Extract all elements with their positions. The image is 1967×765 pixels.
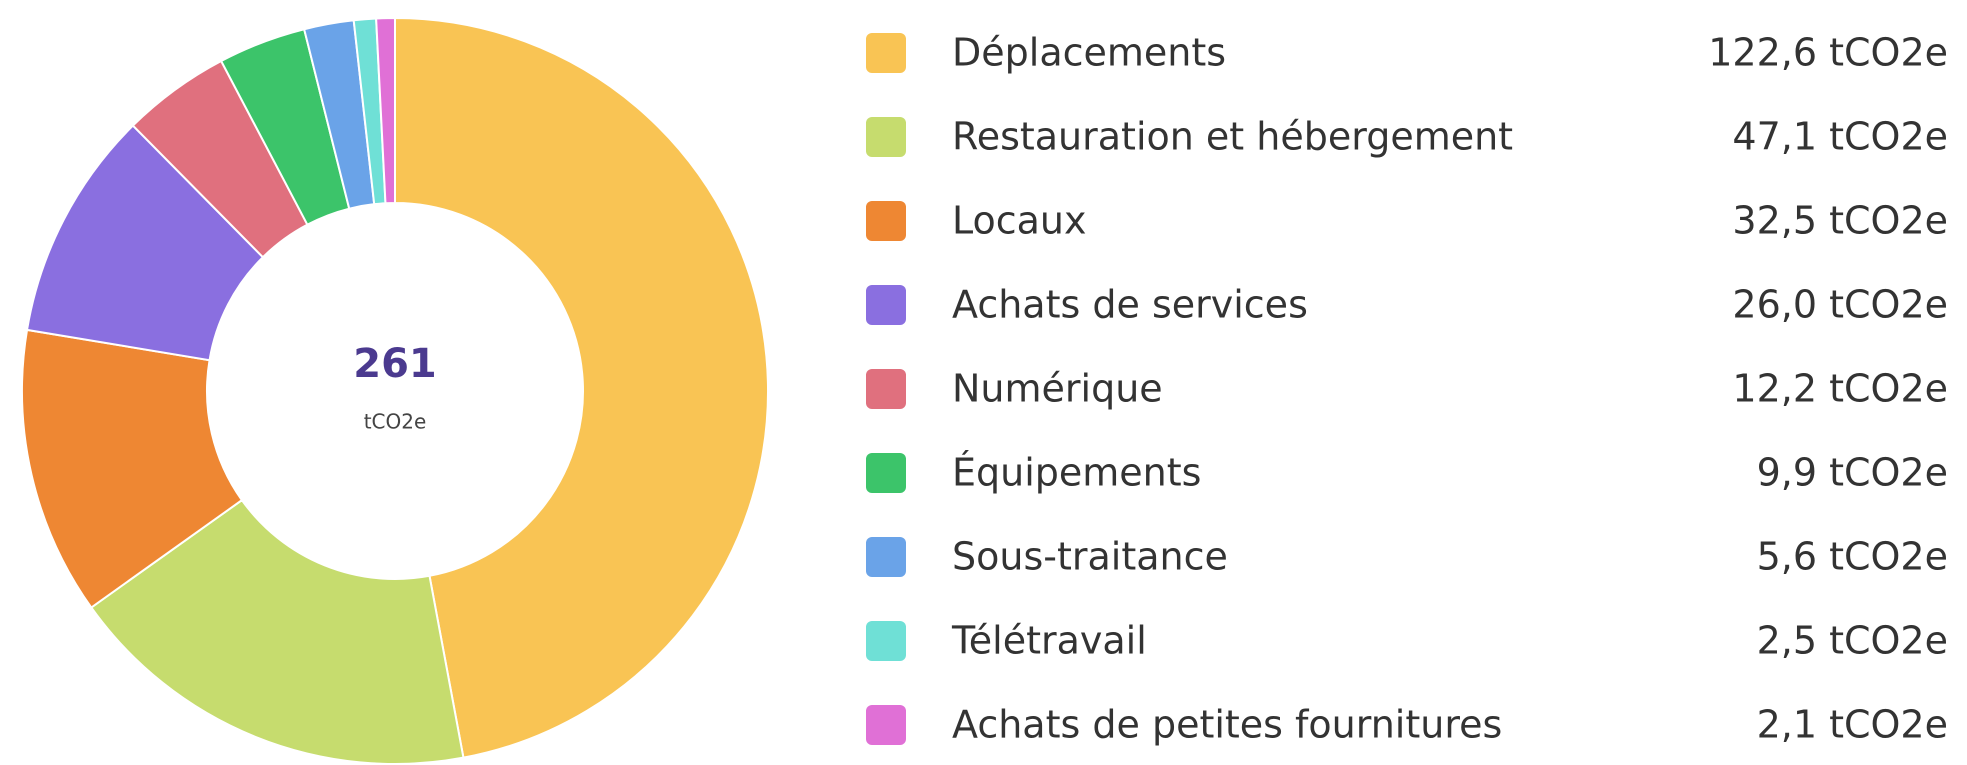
legend-label: Numérique (952, 367, 1163, 411)
legend-swatch (866, 285, 906, 325)
donut-slice (21, 328, 244, 609)
legend-label: Locaux (952, 199, 1087, 243)
donut-slice (375, 16, 396, 205)
legend-value: 5,6 tCO2e (1757, 535, 1948, 579)
legend-swatch (866, 621, 906, 661)
legend-value: 9,9 tCO2e (1757, 451, 1948, 495)
legend-label: Sous-traitance (952, 535, 1228, 579)
legend-value: 26,0 tCO2e (1732, 283, 1948, 327)
donut-slice (89, 498, 465, 765)
legend-swatch (866, 369, 906, 409)
legend-value: 2,5 tCO2e (1757, 619, 1948, 663)
legend-swatch (866, 453, 906, 493)
legend-value: 2,1 tCO2e (1757, 703, 1948, 747)
legend-swatch (866, 537, 906, 577)
legend-label: Déplacements (952, 31, 1226, 75)
donut-unit: tCO2e (364, 410, 427, 434)
legend-label: Équipements (952, 451, 1201, 495)
legend-label: Restauration et hébergement (952, 115, 1513, 159)
legend-swatch (866, 705, 906, 745)
donut-total: 261 (353, 341, 437, 387)
legend-label: Achats de services (952, 283, 1308, 327)
legend-swatch (866, 33, 906, 73)
legend-swatch (866, 117, 906, 157)
legend-value: 122,6 tCO2e (1708, 31, 1948, 75)
legend-value: 32,5 tCO2e (1732, 199, 1948, 243)
legend-label: Achats de petites fournitures (952, 703, 1502, 747)
legend-value: 47,1 tCO2e (1732, 115, 1948, 159)
legend-value: 12,2 tCO2e (1732, 367, 1948, 411)
donut-slice (394, 16, 769, 759)
legend-swatch (866, 201, 906, 241)
legend-label: Télétravail (951, 619, 1147, 663)
